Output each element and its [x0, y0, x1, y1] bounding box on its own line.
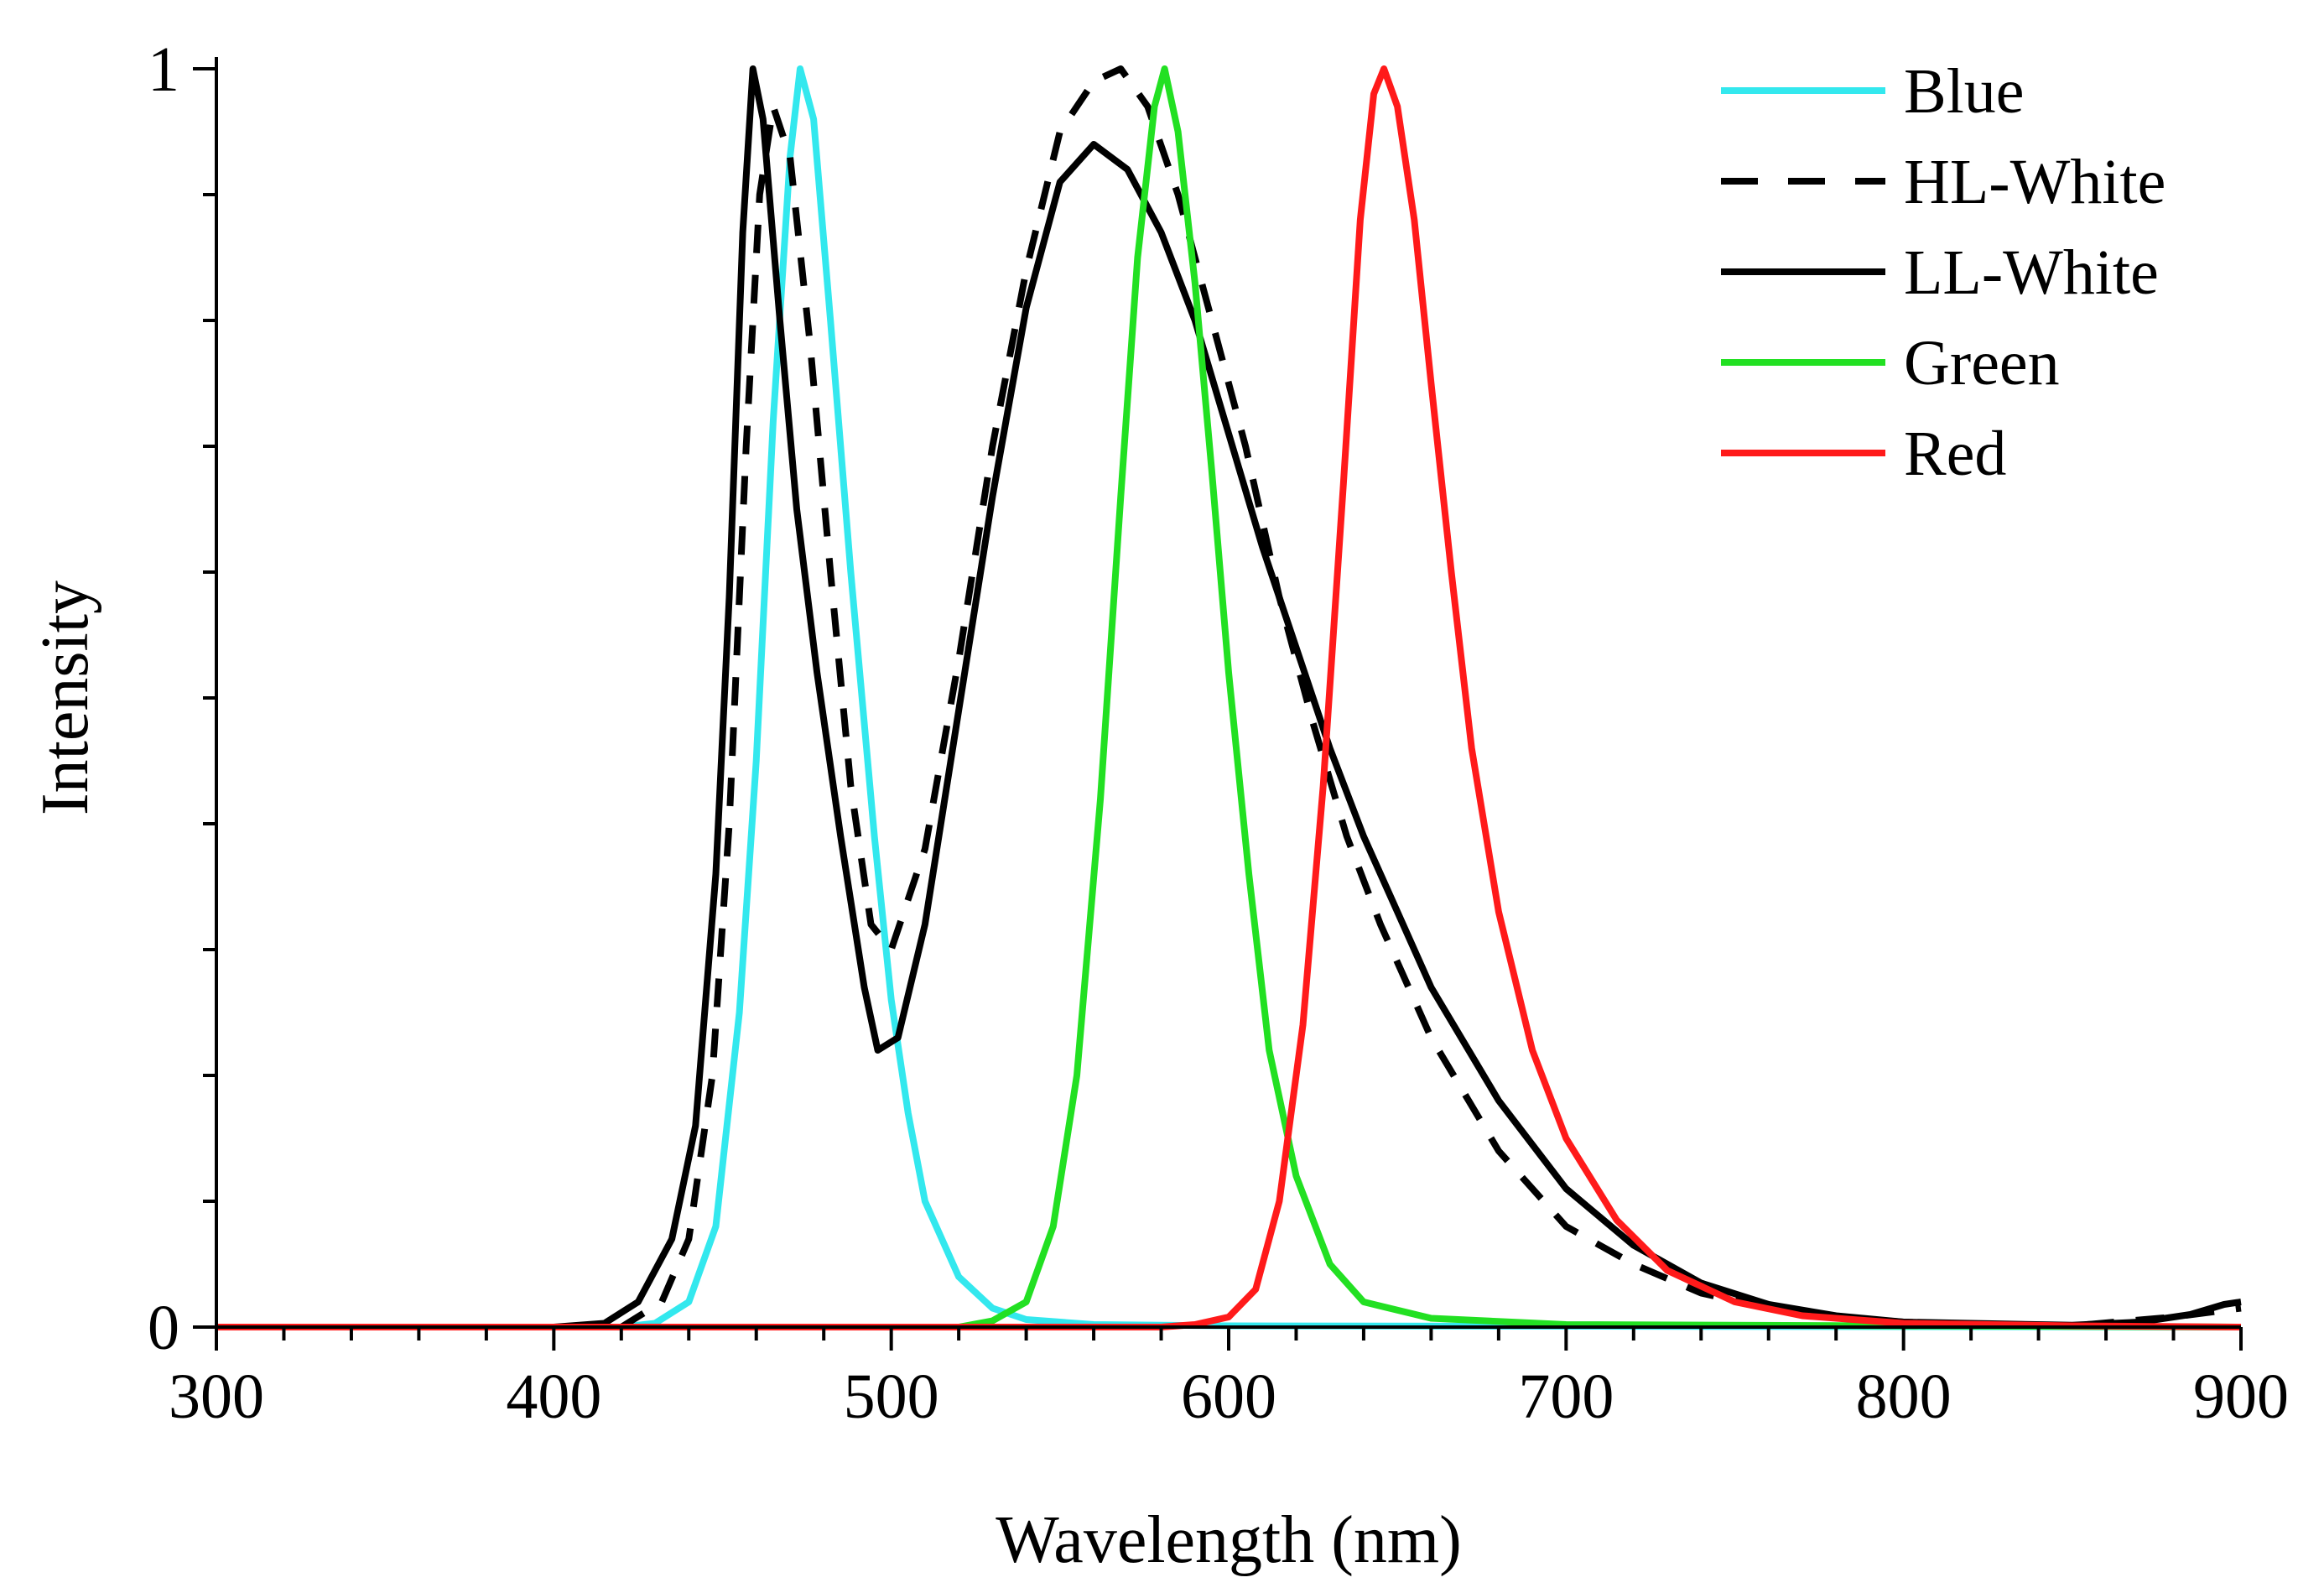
x-tick-label: 400 [506, 1361, 601, 1432]
x-tick-label: 300 [169, 1361, 264, 1432]
x-axis-title: Wavelength (nm) [996, 1503, 1462, 1577]
series-line-ll-white [216, 65, 2242, 1330]
y-tick-label: 0 [148, 1293, 179, 1363]
series-layer [216, 65, 2242, 1330]
x-tick-label: 500 [844, 1361, 939, 1432]
x-tick-label: 600 [1181, 1361, 1276, 1432]
x-tick-label: 700 [1518, 1361, 1614, 1432]
legend: Blue HL-White LL-White Green Red [1721, 56, 2165, 489]
legend-label-ll-white: LL-White [1904, 237, 2159, 308]
legend-label-blue: Blue [1904, 56, 2025, 127]
series-line-green [216, 65, 2242, 1330]
y-tick-label: 1 [148, 34, 179, 105]
y-axis-title: Intensity [29, 580, 102, 815]
x-tick-label: 800 [1856, 1361, 1952, 1432]
axes-layer: 300 400 500 600 700 800 900 0 1 [148, 34, 2289, 1432]
series-line-hl-white [216, 65, 2242, 1330]
legend-label-hl-white: HL-White [1904, 147, 2165, 217]
legend-label-red: Red [1904, 419, 2006, 489]
series-line-red [216, 65, 2242, 1330]
legend-label-green: Green [1904, 328, 2060, 398]
x-tick-label: 900 [2193, 1361, 2289, 1432]
